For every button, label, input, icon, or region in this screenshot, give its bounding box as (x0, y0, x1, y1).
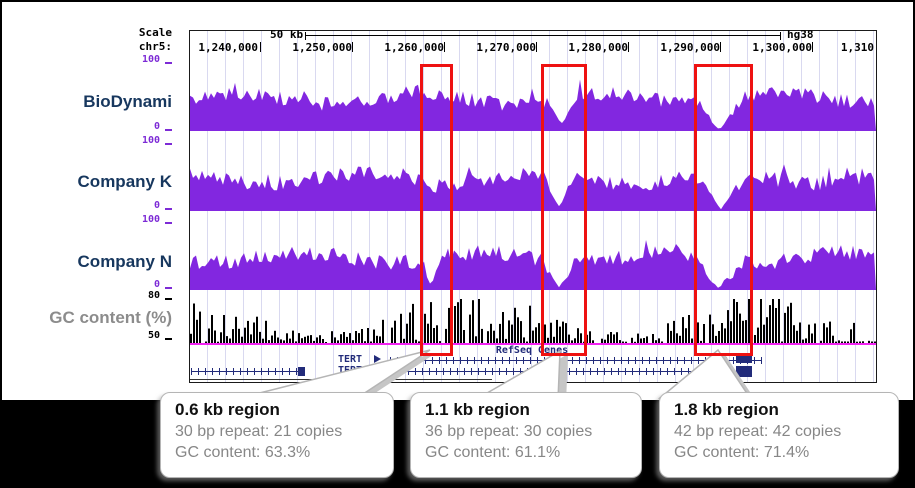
coordinate-label: 1,310 (840, 41, 874, 54)
callout-repeat-info: 36 bp repeat: 30 copies (425, 423, 593, 440)
gene-label-tert-1: TERT (338, 354, 363, 365)
coordinate-label: 1,290,000 (660, 41, 720, 54)
gc-content-track (190, 299, 876, 343)
coordinate-label: 1,250,000 (292, 41, 352, 54)
coverage-track-company-n (190, 240, 876, 290)
axis-max-gc: 80 (147, 290, 160, 301)
track-label-gc-content: GC content (%) (49, 308, 172, 327)
callout-0.6kb-region: 0.6 kb region 30 bp repeat: 21 copies GC… (160, 392, 394, 478)
callout-repeat-info: 42 bp repeat: 42 copies (674, 423, 842, 440)
assembly-label: hg38 (787, 28, 814, 41)
scale-bar (305, 32, 781, 40)
highlight-box-3 (694, 64, 753, 356)
callout-repeat-info: 30 bp repeat: 21 copies (175, 423, 343, 440)
coordinate-label: 1,270,000 (476, 41, 536, 54)
coordinate-label: 1,240,000 (198, 41, 258, 54)
gc-baseline-line (190, 343, 876, 345)
callout-gc-info: GC content: 61.1% (425, 443, 561, 461)
scale-bar-label: 50 kb (270, 28, 304, 41)
gene-exon-block (736, 366, 752, 377)
callout-title: 1.1 kb region (425, 400, 530, 419)
highlight-box-1 (420, 64, 453, 356)
scale-label: Scale (138, 26, 172, 39)
callout-title: 0.6 kb region (175, 400, 280, 419)
coordinate-label: 1,280,000 (568, 41, 628, 54)
highlight-box-2 (541, 64, 587, 356)
gene-label-tert-2: TERT (338, 365, 363, 376)
track-label-company-n: Company N (77, 252, 172, 271)
coverage-track-company-k (190, 164, 876, 211)
axis-max-track3: 100 (141, 214, 160, 225)
track-label-biodynami: BioDynami (83, 92, 172, 111)
axis-min-track3: 0 (153, 279, 160, 290)
axis-min-track1: 0 (153, 121, 160, 132)
axis-max-track2: 100 (141, 135, 160, 146)
gene-model-tert-isoform1 (390, 357, 762, 364)
callout-gc-info: GC content: 71.4% (674, 443, 810, 461)
callout-gc-info: GC content: 63.3% (175, 443, 311, 461)
refseq-genes-title: RefSeq Genes (495, 345, 569, 356)
gene-model-tert-isoform2 (380, 368, 752, 375)
track-label-company-k: Company K (77, 172, 172, 191)
axis-max-track1: 100 (141, 54, 160, 65)
genome-browser-panel: 50 kb hg38 1,240,000 1,250,000 1,260,000… (189, 28, 877, 383)
gene-model-left (191, 368, 305, 375)
gene-strand-arrow-icon (374, 355, 381, 363)
chromosome-label: chr5: (138, 40, 172, 53)
callout-title: 1.8 kb region (674, 400, 779, 419)
coordinate-label: 1,260,000 (384, 41, 444, 54)
coordinate-label: 1,300,000 (752, 41, 812, 54)
axis-min-gc: 50 (147, 330, 160, 341)
callout-1.1kb-region: 1.1 kb region 36 bp repeat: 30 copies GC… (410, 392, 642, 478)
axis-min-track2: 0 (153, 200, 160, 211)
gene-track-underline (190, 379, 492, 380)
coverage-track-biodynami (190, 79, 876, 131)
callout-1.8kb-region: 1.8 kb region 42 bp repeat: 42 copies GC… (659, 392, 899, 478)
gene-exon-block (298, 367, 305, 376)
